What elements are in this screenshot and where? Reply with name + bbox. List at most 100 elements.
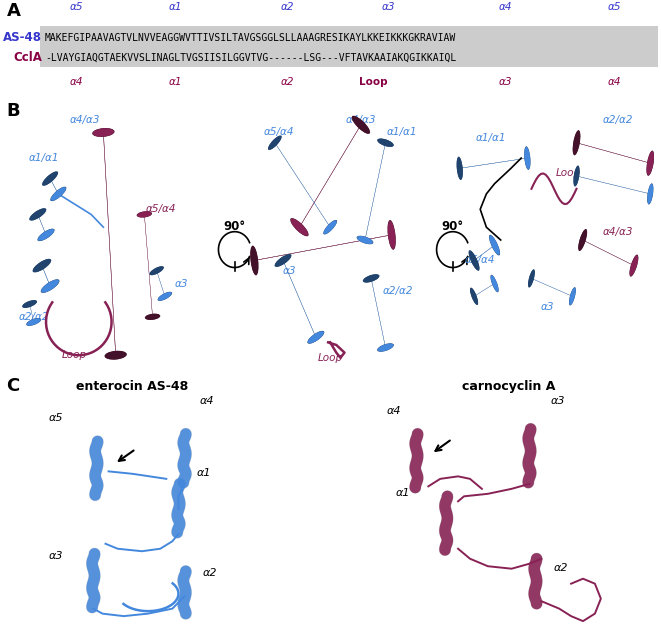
Text: α5/α4: α5/α4 — [264, 127, 294, 138]
Ellipse shape — [489, 235, 500, 255]
Ellipse shape — [26, 318, 41, 326]
Ellipse shape — [32, 259, 52, 273]
Text: α3: α3 — [175, 278, 188, 289]
Text: α1: α1 — [169, 77, 182, 88]
Text: α4: α4 — [608, 77, 621, 88]
Text: α3: α3 — [499, 77, 512, 88]
Ellipse shape — [145, 314, 160, 320]
Text: α2/α2: α2/α2 — [602, 115, 633, 125]
Text: α3: α3 — [382, 2, 395, 12]
Text: α4/α3: α4/α3 — [602, 227, 633, 237]
Text: -LVAYGIAQGTAEKVVSLINAGLTVGSIISILGGVTVG------LSG---VFTAVKAAIAKQGIKKAIQL: -LVAYGIAQGTAEKVVSLINAGLTVGSIISILGGVTVG--… — [45, 52, 456, 63]
Ellipse shape — [137, 211, 152, 218]
Text: 90°: 90° — [442, 220, 464, 232]
Ellipse shape — [149, 266, 164, 275]
Ellipse shape — [578, 230, 587, 250]
Ellipse shape — [29, 208, 46, 221]
Text: α4: α4 — [499, 2, 512, 12]
Text: α4/α3: α4/α3 — [346, 115, 376, 125]
Ellipse shape — [352, 116, 369, 134]
Text: α2: α2 — [281, 2, 294, 12]
Ellipse shape — [291, 218, 308, 236]
Text: α1: α1 — [396, 488, 410, 499]
Ellipse shape — [363, 275, 379, 282]
Text: B: B — [7, 102, 20, 120]
Text: carnocyclin A: carnocyclin A — [462, 380, 556, 393]
Ellipse shape — [357, 236, 373, 244]
Text: C: C — [7, 377, 20, 395]
Ellipse shape — [647, 183, 654, 205]
Text: α2: α2 — [281, 77, 294, 88]
Ellipse shape — [93, 128, 114, 137]
Text: A: A — [7, 2, 20, 20]
Ellipse shape — [630, 255, 638, 276]
Text: α1/α1: α1/α1 — [475, 132, 506, 143]
Text: α4/α3: α4/α3 — [69, 115, 100, 125]
Text: α5: α5 — [608, 2, 621, 12]
Ellipse shape — [30, 209, 46, 220]
Ellipse shape — [646, 151, 654, 175]
Text: α3: α3 — [541, 301, 555, 312]
Ellipse shape — [42, 172, 58, 186]
Ellipse shape — [50, 187, 66, 201]
Ellipse shape — [352, 116, 370, 134]
Ellipse shape — [387, 220, 396, 250]
Text: α3: α3 — [48, 550, 63, 561]
Ellipse shape — [274, 254, 292, 267]
Ellipse shape — [629, 255, 639, 276]
Ellipse shape — [457, 157, 463, 179]
Ellipse shape — [574, 166, 580, 186]
Ellipse shape — [38, 228, 55, 241]
Ellipse shape — [268, 136, 282, 150]
Ellipse shape — [251, 246, 258, 275]
Ellipse shape — [524, 147, 531, 170]
Ellipse shape — [646, 150, 654, 176]
Ellipse shape — [26, 318, 41, 326]
Ellipse shape — [145, 314, 160, 320]
Text: enterocin AS-48: enterocin AS-48 — [76, 380, 188, 393]
Ellipse shape — [524, 147, 530, 169]
Ellipse shape — [158, 292, 172, 301]
Text: α5/α4: α5/α4 — [145, 204, 176, 214]
Text: α4: α4 — [387, 406, 401, 416]
Ellipse shape — [528, 269, 535, 287]
Text: α3: α3 — [550, 396, 564, 406]
FancyBboxPatch shape — [40, 26, 658, 67]
Ellipse shape — [457, 157, 463, 180]
Ellipse shape — [22, 300, 37, 308]
Ellipse shape — [377, 139, 393, 147]
Text: α4: α4 — [200, 396, 214, 406]
Text: Loop: Loop — [556, 168, 581, 179]
Ellipse shape — [42, 172, 58, 186]
Ellipse shape — [569, 287, 576, 305]
Ellipse shape — [137, 211, 152, 218]
Ellipse shape — [647, 184, 653, 204]
Ellipse shape — [470, 288, 478, 305]
Ellipse shape — [33, 259, 51, 272]
Text: MAKEFGIPAAVAGTVLNVVEAGGWVTTIVSILTAVGSGGLSLLAAAGRESIKAYLKKEIKKKGKRAVIAW: MAKEFGIPAAVAGTVLNVVEAGGWVTTIVSILTAVGSGGL… — [45, 33, 456, 43]
Text: Loop: Loop — [62, 350, 87, 360]
Ellipse shape — [573, 165, 580, 187]
Ellipse shape — [528, 269, 535, 287]
Text: α5: α5 — [48, 413, 63, 424]
Ellipse shape — [290, 218, 309, 236]
Ellipse shape — [469, 251, 479, 270]
Text: α3: α3 — [282, 266, 296, 276]
Ellipse shape — [470, 287, 478, 305]
Ellipse shape — [275, 254, 291, 267]
Ellipse shape — [578, 229, 587, 251]
Text: CclA: CclA — [13, 51, 42, 64]
Ellipse shape — [41, 279, 59, 293]
Text: AS-48: AS-48 — [3, 31, 42, 44]
Ellipse shape — [357, 236, 373, 244]
Text: α1: α1 — [197, 468, 212, 478]
Ellipse shape — [38, 229, 54, 241]
Text: α2/α2: α2/α2 — [383, 286, 413, 296]
Ellipse shape — [572, 130, 580, 156]
Ellipse shape — [105, 351, 126, 360]
Text: α4: α4 — [69, 77, 83, 88]
Ellipse shape — [51, 187, 66, 201]
Text: Loop: Loop — [317, 353, 343, 363]
Ellipse shape — [573, 131, 580, 155]
Text: α2: α2 — [553, 563, 568, 573]
